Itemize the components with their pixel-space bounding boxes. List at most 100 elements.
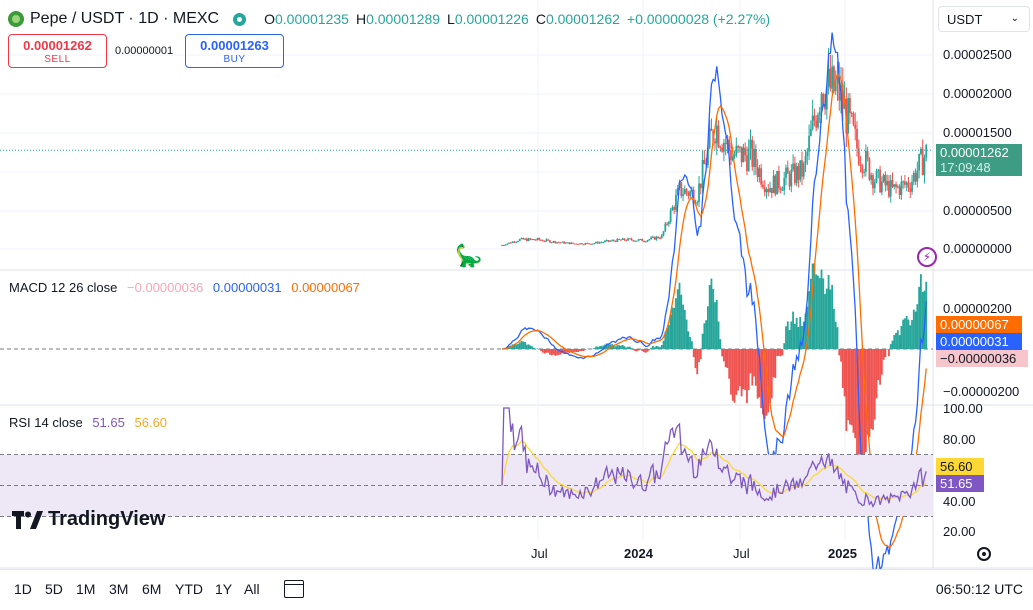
macd-legend[interactable]: MACD 12 26 close −0.00000036 0.00000031 … — [9, 280, 366, 295]
rsi-ma-value: 56.60 — [134, 415, 168, 430]
buy-price: 0.00001263 — [200, 38, 269, 53]
candle-body — [666, 223, 668, 225]
candle-body — [746, 155, 748, 172]
range-button-ytd[interactable]: YTD — [175, 581, 203, 597]
candle-body — [873, 182, 876, 189]
utc-clock[interactable]: 06:50:12 UTC — [935, 581, 1023, 597]
macd-hist-tag: −0.00000036 — [936, 350, 1028, 367]
macd-histogram-bar — [607, 344, 610, 349]
rsi-legend[interactable]: RSI 14 close 51.65 56.60 — [9, 415, 173, 430]
candle-body — [792, 163, 794, 170]
macd-histogram-bar — [886, 349, 889, 350]
range-button-1y[interactable]: 1Y — [215, 581, 233, 597]
range-button-3m[interactable]: 3M — [109, 581, 129, 597]
candle-body — [557, 242, 560, 244]
time-axis-label: 2024 — [624, 546, 653, 561]
range-button-1m[interactable]: 1M — [76, 581, 96, 597]
candle-body — [644, 241, 647, 243]
candle-body — [598, 242, 601, 244]
candle-body — [818, 111, 821, 116]
buy-button[interactable]: 0.00001263 BUY — [185, 34, 284, 68]
sell-button[interactable]: 0.00001262 SELL — [8, 34, 107, 68]
candle-body — [708, 128, 711, 148]
macd-histogram-bar — [888, 349, 890, 357]
macd-histogram-bar — [620, 345, 622, 349]
candle-body — [589, 243, 592, 245]
candle-body — [501, 245, 503, 247]
macd-histogram-bar — [861, 349, 864, 486]
macd-histogram-bar — [920, 274, 922, 349]
tradingview-watermark[interactable]: TradingView — [12, 508, 165, 531]
macd-histogram-bar — [659, 347, 661, 349]
rsi-line — [501, 407, 927, 508]
macd-histogram-bar — [520, 340, 523, 349]
candle-body — [914, 172, 917, 182]
candle-body — [506, 243, 509, 245]
currency-select[interactable]: USDT ⌄ — [938, 6, 1030, 32]
macd-histogram-bar — [708, 285, 711, 349]
macd-histogram-bar — [696, 349, 699, 375]
range-button-5d[interactable]: 5D — [45, 581, 63, 597]
macd-histogram-bar — [689, 336, 692, 349]
last-price-tag: 0.00001262 17:09:48 — [936, 144, 1022, 176]
candle-body — [565, 242, 567, 244]
candle-body — [779, 188, 782, 191]
macd-histogram-bar — [682, 304, 684, 349]
macd-histogram-bar — [630, 348, 633, 349]
macd-histogram-bar — [580, 349, 583, 352]
range-button-1d[interactable]: 1D — [14, 581, 32, 597]
range-button-6m[interactable]: 6M — [142, 581, 162, 597]
candle-body — [719, 147, 722, 149]
macd-histogram-bar — [834, 321, 837, 349]
eye-icon[interactable] — [233, 12, 247, 26]
candle-body — [545, 239, 548, 242]
macd-histogram-bar — [525, 344, 528, 349]
lightning-icon[interactable]: ⚡ — [917, 247, 937, 267]
symbol-title[interactable]: Pepe / USDT · 1D · MEXC — [30, 10, 220, 27]
macd-histogram-bar — [595, 346, 597, 349]
macd-histogram-bar — [813, 263, 816, 349]
gear-icon[interactable] — [977, 547, 991, 561]
range-button-all[interactable]: All — [244, 581, 260, 597]
macd-histogram-bar — [678, 282, 681, 349]
chart-canvas[interactable] — [0, 0, 1033, 570]
candle-body — [680, 182, 683, 196]
macd-histogram-bar — [738, 349, 741, 387]
candle-body — [667, 222, 670, 225]
candle-body — [868, 158, 871, 180]
spread-value: 0.00000001 — [115, 45, 174, 57]
candle-body — [825, 86, 828, 110]
macd-histogram-bar — [726, 349, 729, 369]
candle-body — [911, 181, 913, 192]
macd-histogram-bar — [527, 344, 530, 349]
macd-histogram-bar — [893, 334, 896, 349]
macd-histogram-bar — [797, 326, 800, 349]
candle-body — [609, 240, 612, 242]
macd-histogram-bar — [829, 289, 832, 349]
macd-histogram-bar — [547, 349, 550, 353]
macd-histogram-bar — [692, 349, 695, 358]
ohlc-open-value: 0.00001235 — [274, 11, 349, 27]
macd-histogram-bar — [712, 289, 715, 349]
candle-body — [889, 180, 892, 197]
candle-body — [543, 241, 546, 243]
macd-histogram-bar — [531, 346, 534, 349]
macd-histogram-bar — [687, 331, 690, 349]
macd-histogram-bar — [845, 349, 848, 432]
candle-body — [724, 142, 727, 145]
candle-body — [793, 163, 796, 184]
macd-histogram-bar — [541, 349, 544, 353]
macd-signal-value: 0.00000067 — [291, 280, 360, 295]
candle-body — [756, 167, 759, 178]
candle-body — [738, 146, 741, 148]
macd-histogram-bar — [518, 342, 521, 349]
candle-body — [536, 238, 539, 240]
macd-histogram-bar — [565, 349, 567, 354]
macd-histogram-bar — [765, 349, 768, 416]
calendar-icon[interactable] — [284, 580, 304, 598]
candle-body — [799, 160, 802, 180]
candle-body — [893, 184, 896, 187]
macd-histogram-bar — [666, 327, 668, 349]
macd-histogram-bar — [767, 349, 770, 413]
candle-body — [795, 166, 798, 184]
